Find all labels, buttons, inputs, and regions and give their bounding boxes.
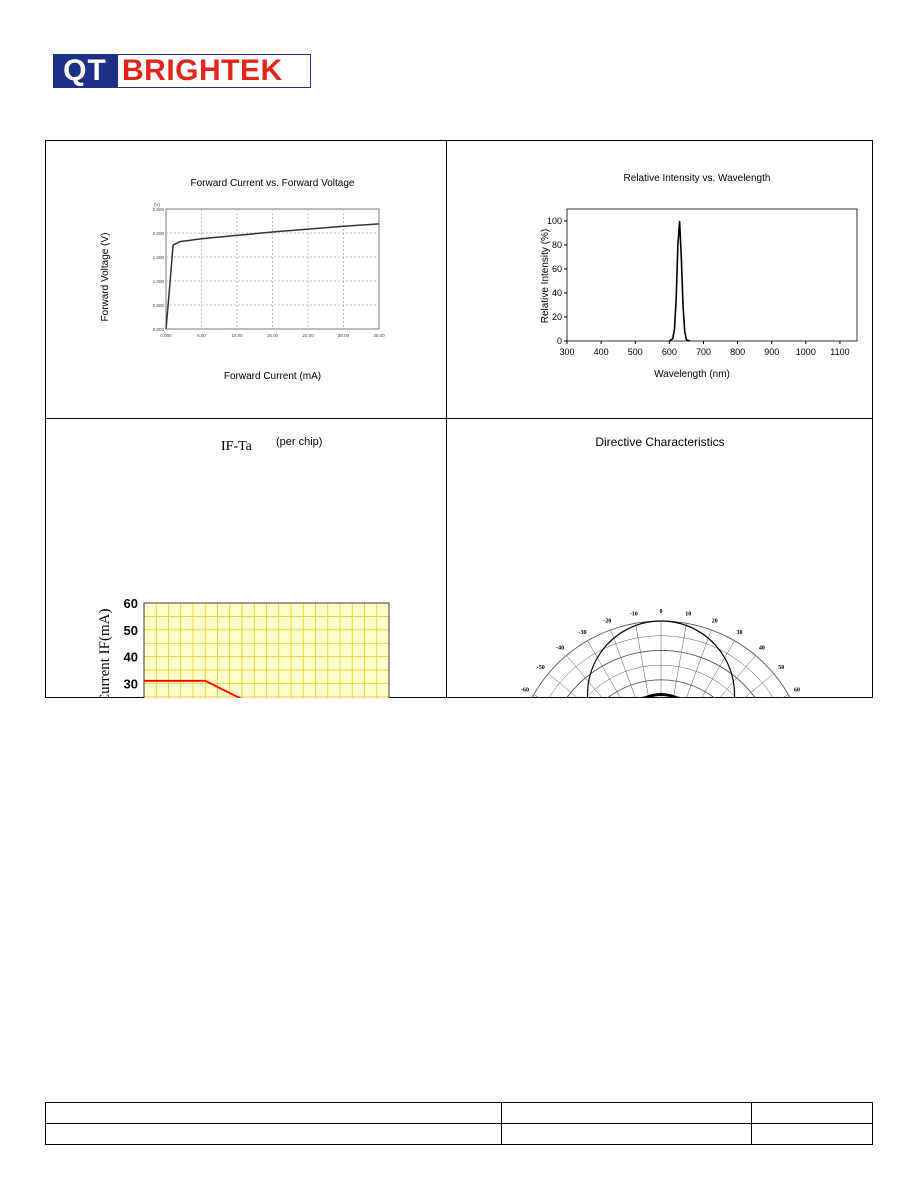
polar-spoke xyxy=(686,629,712,698)
y-tick-label: 40 xyxy=(552,288,562,298)
grid-divider-horizontal xyxy=(46,418,872,419)
polar-spoke xyxy=(635,623,649,698)
chart-forward-voltage: 0.000 5.00 10.00 15.00 20.00 25.00 30.00 0.000 0… xyxy=(100,178,385,382)
polar-spoke xyxy=(744,673,774,698)
y-axis-label: Forward Voltage (V) xyxy=(100,233,111,322)
chart-if-ta: 0204060801000102030405060IF-Ta(per chip)… xyxy=(97,436,390,698)
polar-spoke xyxy=(587,640,621,698)
y-tick-label: 2.000 xyxy=(153,231,165,236)
grid-divider-vertical xyxy=(446,141,447,697)
panel-forward-voltage: 0.000 5.00 10.00 15.00 20.00 25.00 30.00 0.000 0… xyxy=(46,141,446,418)
polar-spoke xyxy=(548,673,578,698)
logo-qt: QT xyxy=(53,54,117,88)
y-tick-label: 20 xyxy=(552,312,562,322)
polar-spoke xyxy=(701,640,735,698)
x-axis-label: Wavelength (nm) xyxy=(654,369,730,380)
x-tick-label: 700 xyxy=(696,347,711,357)
y-tick-label: 0 xyxy=(557,336,562,346)
y-tick-label: 0.500 xyxy=(153,303,165,308)
angle-label: 20 xyxy=(712,618,718,624)
polar-spoke xyxy=(673,623,687,698)
y-tick-label: 2.500 xyxy=(153,207,165,212)
y-axis-label: Relative Intensity (%) xyxy=(540,229,551,323)
angle-label: -40 xyxy=(556,646,564,652)
x-tick-label: 600 xyxy=(662,347,677,357)
plot-frame xyxy=(566,208,858,342)
footer-cell xyxy=(501,1102,752,1124)
angle-label: -50 xyxy=(537,665,545,671)
x-tick-label: 25.00 xyxy=(338,333,350,338)
footer-row xyxy=(45,1123,873,1145)
x-tick-label: 30.00 xyxy=(373,333,385,338)
x-tick-label: 20.00 xyxy=(302,333,314,338)
angle-label: -30 xyxy=(579,630,587,636)
x-tick-label: 15.00 xyxy=(267,333,279,338)
chart-title: Relative Intensity vs. Wavelength xyxy=(624,173,771,184)
x-tick-label: 10.00 xyxy=(231,333,243,338)
y-tick-label: 1.000 xyxy=(153,279,165,284)
x-tick-label: 400 xyxy=(594,347,609,357)
y-tick-label: 50 xyxy=(124,623,138,638)
y-tick-label: 60 xyxy=(552,264,562,274)
y-unit-label: (V) xyxy=(154,202,161,207)
panel-relative-intensity: 300 400 500 600 700 800 900 1000 1100 0 20 40 60 80 10… xyxy=(447,141,873,418)
x-tick-label: 500 xyxy=(628,347,643,357)
y-tick-label: 40 xyxy=(124,650,138,665)
series-line xyxy=(144,679,242,698)
y-tick-label: 80 xyxy=(552,240,562,250)
company-logo: QT BRIGHTEK xyxy=(53,54,311,88)
footer-row xyxy=(45,1102,873,1124)
angle-label: 40 xyxy=(759,646,765,652)
y-tick-label: 30 xyxy=(124,677,138,692)
y-tick-label: 60 xyxy=(124,596,138,611)
x-tick-label: 1100 xyxy=(830,347,849,357)
polar-spoke xyxy=(566,655,603,698)
series-line xyxy=(165,223,380,330)
polar-spoke xyxy=(719,655,756,698)
angle-label: 50 xyxy=(778,665,784,671)
angle-label: -10 xyxy=(630,611,638,617)
angle-label: 60 xyxy=(794,688,800,694)
y-tick-label: 1.500 xyxy=(153,255,165,260)
chart-title: Directive Characteristics xyxy=(595,435,724,449)
chart-subtitle: (per chip) xyxy=(276,436,322,448)
logo-brand: BRIGHTEK xyxy=(117,54,311,88)
footer-table xyxy=(45,1102,873,1145)
panel-directive: -90-80-70-60-50-40-30-20-100102030405060… xyxy=(447,419,873,698)
x-axis-label: Forward Current (mA) xyxy=(224,371,321,382)
footer-cell xyxy=(501,1123,752,1145)
charts-grid: 0.000 5.00 10.00 15.00 20.00 25.00 30.00 0.000 0… xyxy=(45,140,873,698)
footer-cell xyxy=(751,1123,873,1145)
y-tick-label: 0.000 xyxy=(153,327,165,332)
y-axis-label: Forward Current IF(mA) xyxy=(97,609,113,698)
series-line xyxy=(668,220,691,342)
x-tick-label: 800 xyxy=(730,347,745,357)
chart-relative-intensity: 300 400 500 600 700 800 900 1000 1100 0 20 40 60 80 10… xyxy=(540,173,858,380)
x-tick-label: 900 xyxy=(764,347,779,357)
polar-spoke xyxy=(610,629,636,698)
angle-label: 30 xyxy=(737,630,743,636)
angle-label: -20 xyxy=(603,618,611,624)
x-tick-label: 300 xyxy=(559,347,574,357)
x-tick-label: 1000 xyxy=(796,347,816,357)
plot-frame xyxy=(143,602,390,698)
angle-label: -60 xyxy=(521,688,529,694)
footer-cell xyxy=(751,1102,873,1124)
footer-cell xyxy=(45,1123,502,1145)
panel-if-ta: 0204060801000102030405060IF-Ta(per chip)… xyxy=(46,419,446,698)
angle-label: 0 xyxy=(660,609,663,615)
chart-title: IF-Ta xyxy=(221,439,253,454)
x-tick-label: 0.000 xyxy=(160,333,172,338)
chart-title: Forward Current vs. Forward Voltage xyxy=(191,178,355,189)
pattern-thin xyxy=(586,620,736,698)
y-tick-label: 100 xyxy=(547,216,562,226)
x-tick-label: 5.00 xyxy=(197,333,206,338)
pattern-thick xyxy=(642,693,680,698)
angle-label: 10 xyxy=(685,611,691,617)
chart-directive: -90-80-70-60-50-40-30-20-100102030405060… xyxy=(521,435,800,698)
footer-cell xyxy=(45,1102,502,1124)
